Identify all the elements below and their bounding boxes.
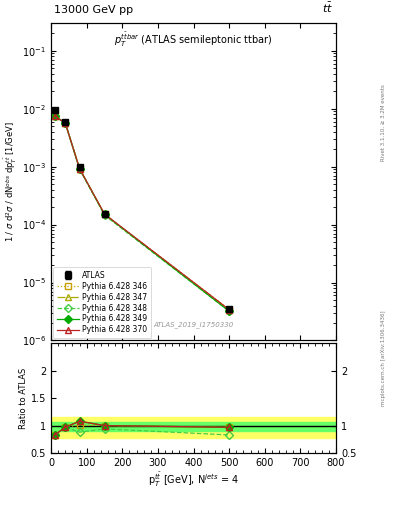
Pythia 6.428 346 [77,166,82,172]
Y-axis label: Ratio to ATLAS: Ratio to ATLAS [19,368,28,429]
Pythia 6.428 349 [102,211,107,218]
Pythia 6.428 347 [102,211,107,218]
Pythia 6.428 370 [77,166,82,172]
Text: 13000 GeV pp: 13000 GeV pp [54,5,133,15]
Pythia 6.428 349 [52,113,57,119]
Pythia 6.428 370 [102,211,107,217]
Y-axis label: 1 / $\sigma$ d$^2\sigma$ / dN$^{obs}$ dp$^{t\bar{t}}_{T}$ [1/GeV]: 1 / $\sigma$ d$^2\sigma$ / dN$^{obs}$ dp… [3,121,19,242]
Pythia 6.428 349 [77,166,82,172]
Line: Pythia 6.428 348: Pythia 6.428 348 [52,113,232,314]
Pythia 6.428 346 [52,113,57,119]
Pythia 6.428 348 [52,113,57,119]
Pythia 6.428 347 [77,166,82,172]
Text: $t\bar{t}$: $t\bar{t}$ [322,1,333,15]
X-axis label: p$^{t\bar{t}}_{T}$ [GeV], N$^{jets}$ = 4: p$^{t\bar{t}}_{T}$ [GeV], N$^{jets}$ = 4 [148,471,239,489]
Text: $p_T^{t\bar{t}bar}$ (ATLAS semileptonic ttbar): $p_T^{t\bar{t}bar}$ (ATLAS semileptonic … [114,31,273,49]
Pythia 6.428 348 [227,308,231,314]
Pythia 6.428 347 [52,113,57,119]
Pythia 6.428 348 [102,212,107,218]
Pythia 6.428 349 [63,120,68,126]
Line: Pythia 6.428 370: Pythia 6.428 370 [52,113,232,312]
Pythia 6.428 348 [77,166,82,173]
Pythia 6.428 370 [63,120,68,126]
Pythia 6.428 346 [102,211,107,218]
Line: Pythia 6.428 349: Pythia 6.428 349 [52,113,232,314]
Pythia 6.428 347 [227,307,231,313]
Legend: ATLAS, Pythia 6.428 346, Pythia 6.428 347, Pythia 6.428 348, Pythia 6.428 349, P: ATLAS, Pythia 6.428 346, Pythia 6.428 34… [53,267,151,338]
Pythia 6.428 347 [63,120,68,126]
Text: Rivet 3.1.10, ≥ 3.2M events: Rivet 3.1.10, ≥ 3.2M events [381,84,386,161]
Text: ATLAS_2019_I1750330: ATLAS_2019_I1750330 [153,321,234,328]
Pythia 6.428 370 [52,113,57,119]
Pythia 6.428 349 [227,308,231,314]
Pythia 6.428 348 [63,120,68,126]
Pythia 6.428 346 [227,307,231,313]
Pythia 6.428 346 [63,120,68,126]
Line: Pythia 6.428 347: Pythia 6.428 347 [52,113,232,312]
Line: Pythia 6.428 346: Pythia 6.428 346 [52,113,232,312]
Pythia 6.428 370 [227,307,231,313]
Bar [51,417,336,438]
Text: mcplots.cern.ch [arXiv:1306.3436]: mcplots.cern.ch [arXiv:1306.3436] [381,311,386,406]
Bar [51,422,336,432]
